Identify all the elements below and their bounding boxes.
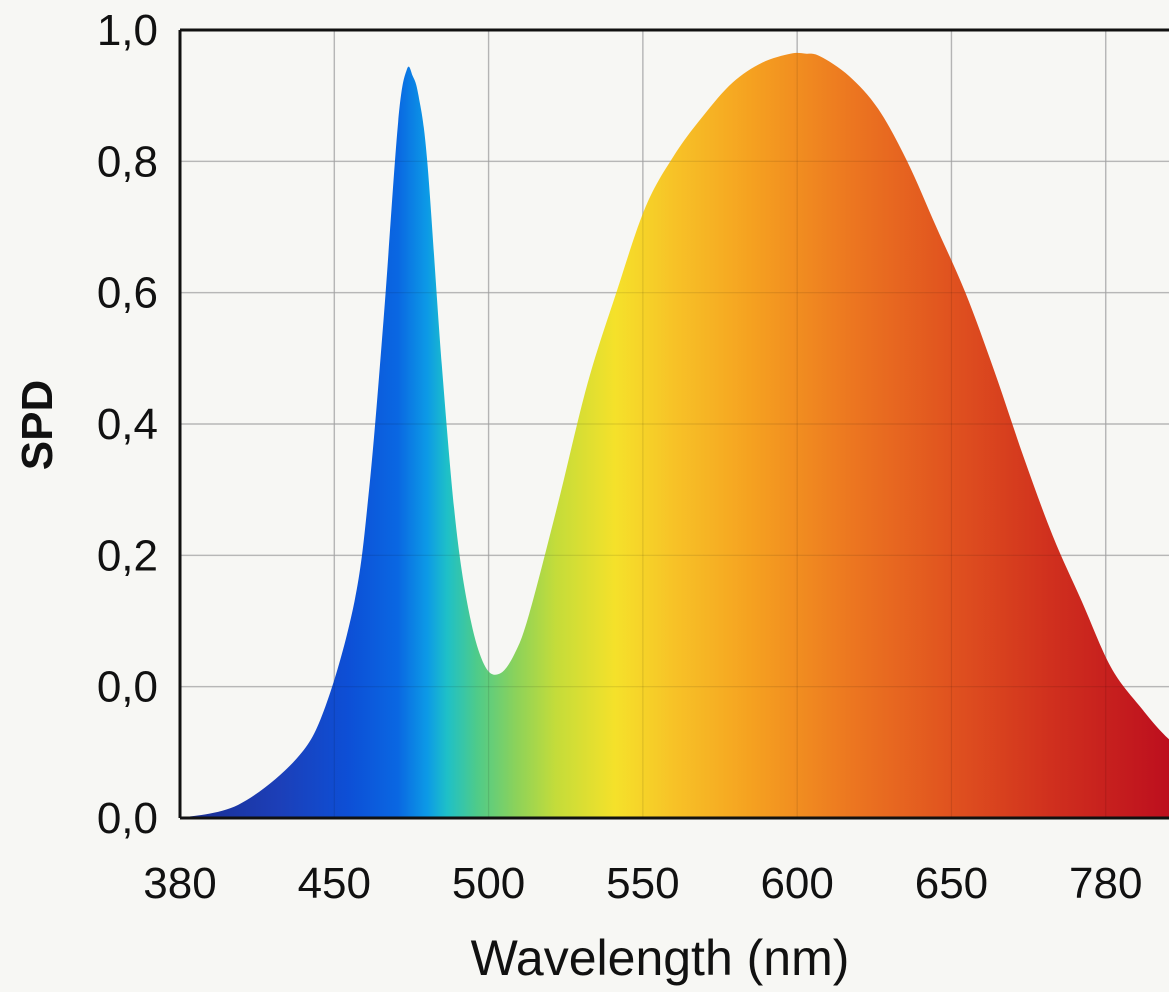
- y-tick-label: 0,0: [97, 794, 158, 843]
- x-tick-label: 780: [1069, 859, 1142, 908]
- y-tick-label: 1,0: [97, 6, 158, 55]
- x-tick-label: 650: [915, 859, 988, 908]
- y-tick-label: 0,0: [97, 663, 158, 712]
- x-axis-label: Wavelength (nm): [471, 930, 850, 986]
- x-tick-label: 500: [452, 859, 525, 908]
- x-tick-labels: 380 450 500 550 600 650 780: [143, 859, 1142, 908]
- x-tick-label: 550: [606, 859, 679, 908]
- y-tick-labels: 0,0 0,0 0,2 0,4 0,6 0,8 1,0: [97, 6, 158, 843]
- x-tick-label: 380: [143, 859, 216, 908]
- y-tick-label: 0,8: [97, 137, 158, 186]
- x-tick-label: 450: [298, 859, 371, 908]
- y-axis-label: SPD: [13, 380, 62, 470]
- y-tick-label: 0,6: [97, 269, 158, 318]
- spd-area: [180, 52, 1169, 818]
- y-tick-label: 0,4: [97, 400, 158, 449]
- x-tick-label: 600: [760, 859, 833, 908]
- spd-series: [180, 30, 1169, 818]
- plot-frame: [178, 28, 1169, 820]
- y-tick-label: 0,2: [97, 531, 158, 580]
